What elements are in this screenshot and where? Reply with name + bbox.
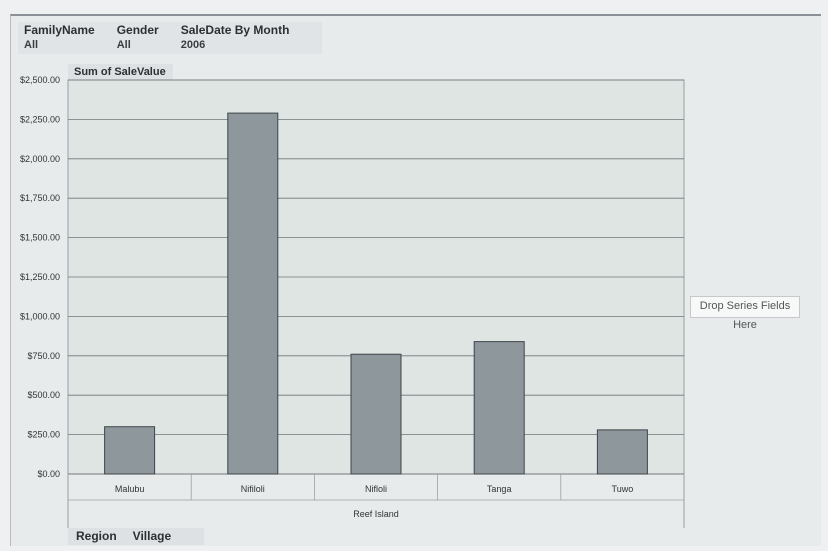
filter-familyname[interactable]: FamilyName All: [18, 22, 101, 54]
filter-saledate-label: SaleDate By Month: [180, 23, 290, 37]
y-tick-label: $1,000.00: [20, 311, 60, 321]
y-tick-label: $1,500.00: [20, 233, 60, 243]
row-field-region[interactable]: Region: [76, 529, 117, 543]
bar-tuwo: [596, 429, 648, 475]
filter-familyname-value: All: [24, 39, 39, 51]
group-label: Reef Island: [353, 509, 399, 519]
bar-malubu: [104, 426, 156, 475]
filter-gender-value: All: [116, 39, 131, 51]
filter-gender[interactable]: Gender All: [111, 22, 165, 54]
data-field-button[interactable]: Sum of SaleValue: [68, 64, 173, 80]
filter-familyname-label: FamilyName: [24, 23, 95, 37]
bar-nifloli: [350, 353, 402, 475]
y-tick-label: $500.00: [27, 390, 60, 400]
y-tick-label: $1,750.00: [20, 193, 60, 203]
y-tick-label: $750.00: [27, 351, 60, 361]
x-tick-label: Tuwo: [612, 484, 634, 494]
row-field-village[interactable]: Village: [132, 529, 172, 543]
filter-saledate[interactable]: SaleDate By Month 2006: [175, 22, 296, 54]
y-tick-label: $250.00: [27, 430, 60, 440]
filter-saledate-value: 2006: [180, 39, 206, 51]
x-tick-label: Nifiloli: [241, 484, 265, 494]
y-tick-label: $2,250.00: [20, 114, 60, 124]
bar-tanga: [473, 341, 525, 475]
x-tick-label: Tanga: [487, 484, 512, 494]
page-filter-area: FamilyName All Gender All SaleDate By Mo…: [18, 22, 322, 54]
row-field-area: Region Village: [68, 528, 204, 545]
x-tick-label: Nifloli: [365, 484, 387, 494]
series-drop-zone[interactable]: Drop Series Fields Here: [690, 296, 800, 331]
y-tick-label: $2,500.00: [20, 75, 60, 85]
bar-nifiloli: [227, 112, 279, 475]
x-tick-label: Malubu: [115, 484, 145, 494]
y-tick-label: $1,250.00: [20, 272, 60, 282]
y-tick-label: $0.00: [37, 469, 60, 479]
y-tick-label: $2,000.00: [20, 154, 60, 164]
filter-gender-label: Gender: [116, 23, 159, 37]
